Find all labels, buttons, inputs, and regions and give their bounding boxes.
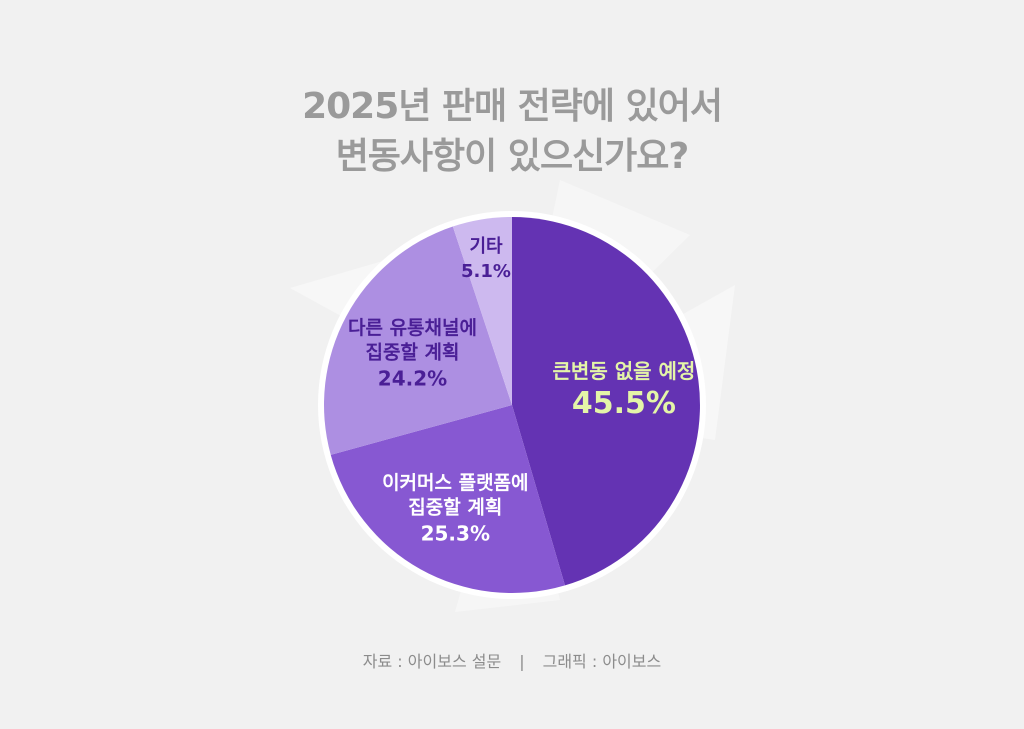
slice-label: 다른 유통채널에 xyxy=(348,317,477,339)
slice-label: 집중할 계획 xyxy=(365,340,459,363)
separator: | xyxy=(519,652,525,671)
slice-value-label: 45.5% xyxy=(572,386,676,421)
slice-value-label: 5.1% xyxy=(461,261,511,282)
slice-label: 이커머스 플랫폼에 xyxy=(382,472,528,494)
slice-value-label: 24.2% xyxy=(378,366,447,390)
pie-slice xyxy=(452,217,512,405)
slice-value-label: 25.3% xyxy=(421,521,490,545)
source-credit: 자료 : 아이보스 설문 | 그래픽 : 아이보스 xyxy=(0,648,1024,672)
graphic-credit-text: 그래픽 : 아이보스 xyxy=(542,652,662,671)
pie-slice xyxy=(330,405,565,593)
slice-label: 기타 xyxy=(469,236,503,257)
pie-slice xyxy=(512,217,700,586)
title-line-1: 2025년 판매 전략에 있어서 xyxy=(302,86,723,127)
pie-slices xyxy=(324,217,700,593)
slice-label: 큰변동 없을 예정 xyxy=(553,359,696,383)
chart-title: 2025년 판매 전략에 있어서 변동사항이 있으신가요? xyxy=(0,82,1024,182)
pie-slice xyxy=(324,226,512,455)
source-text: 자료 : 아이보스 설문 xyxy=(362,652,502,671)
slice-label: 집중할 계획 xyxy=(408,495,502,518)
title-line-2: 변동사항이 있으신가요? xyxy=(335,136,690,177)
